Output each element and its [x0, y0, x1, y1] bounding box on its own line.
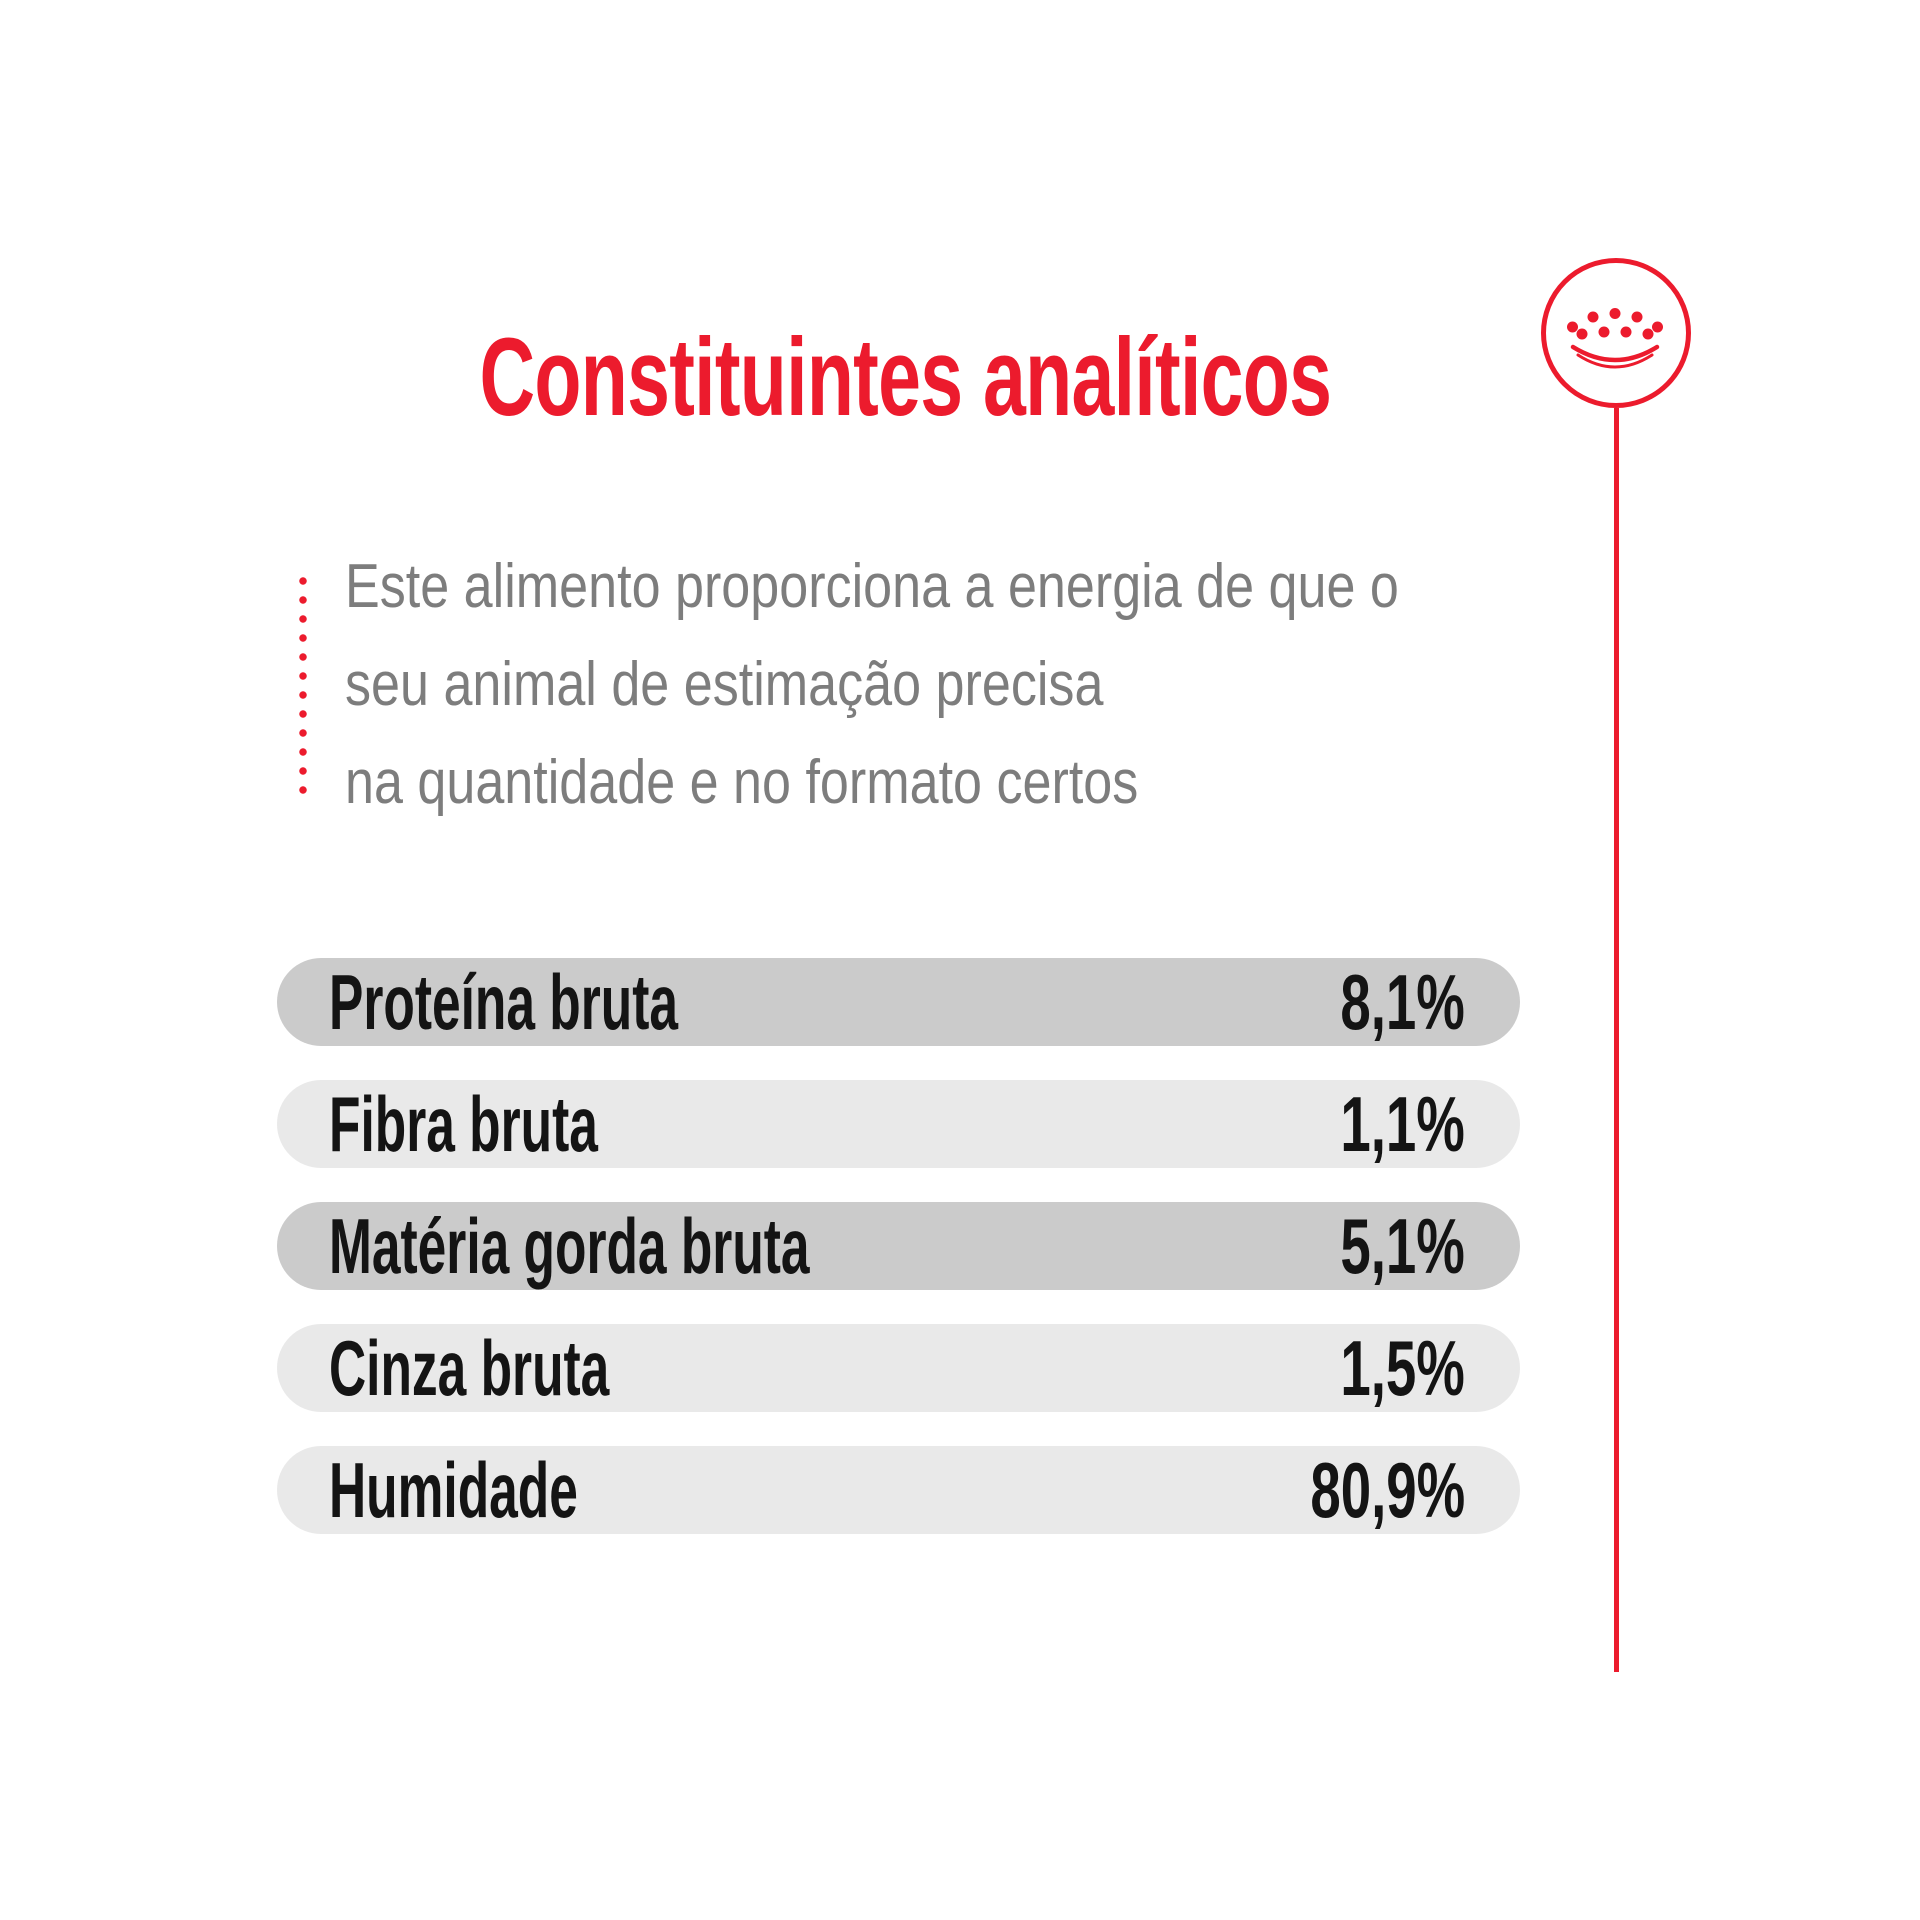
row-value: 1,1% — [1340, 1079, 1465, 1168]
royal-canin-crown-icon — [1567, 308, 1663, 369]
row-value: 8,1% — [1340, 957, 1465, 1046]
row-label: Fibra bruta — [329, 1079, 598, 1168]
table-row: Proteína bruta 8,1% — [277, 958, 1520, 1046]
brand-logo — [1541, 258, 1691, 408]
table-row: Matéria gorda bruta 5,1% — [277, 1202, 1520, 1290]
row-label: Proteína bruta — [329, 957, 678, 1046]
table-row: Cinza bruta 1,5% — [277, 1324, 1520, 1412]
nutrition-table: Proteína bruta 8,1% Fibra bruta 1,1% Mat… — [277, 958, 1520, 1568]
row-value: 1,5% — [1340, 1323, 1465, 1412]
row-label: Humidade — [329, 1445, 578, 1534]
row-value: 80,9% — [1310, 1445, 1465, 1534]
dotted-accent-line — [299, 572, 307, 800]
page-title: Constituintes analíticos — [479, 316, 1331, 439]
vertical-accent-line — [1614, 408, 1619, 1672]
row-label: Cinza bruta — [329, 1323, 610, 1412]
intro-line: seu animal de estimação precisa — [345, 650, 1104, 719]
row-label: Matéria gorda bruta — [329, 1201, 810, 1290]
table-row: Fibra bruta 1,1% — [277, 1080, 1520, 1168]
intro-line: Este alimento proporciona a energia de q… — [345, 552, 1399, 621]
intro-line: na quantidade e no formato certos — [345, 748, 1139, 817]
table-row: Humidade 80,9% — [277, 1446, 1520, 1534]
intro-paragraph: Este alimento proporciona a energia de q… — [345, 538, 1545, 832]
row-value: 5,1% — [1340, 1201, 1465, 1290]
